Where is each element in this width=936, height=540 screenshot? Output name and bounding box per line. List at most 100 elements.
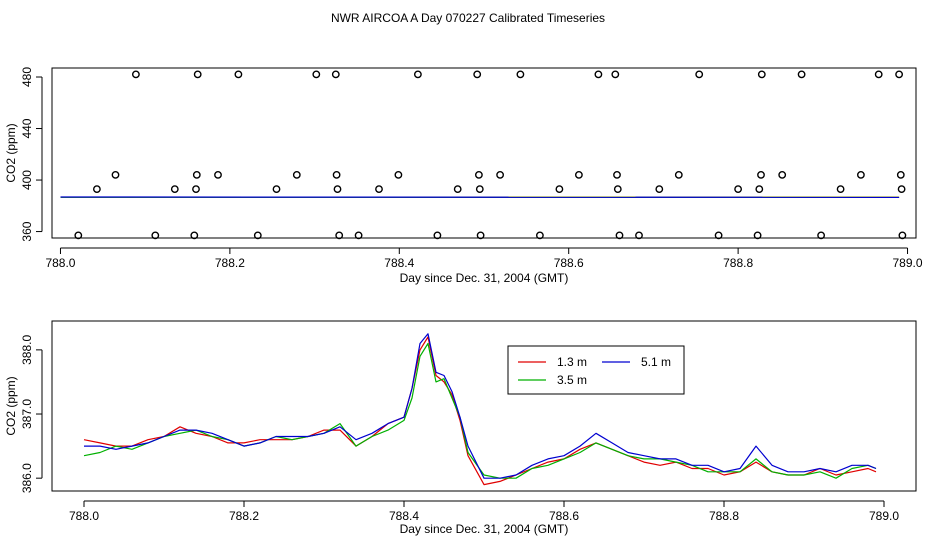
scatter-point (836, 185, 845, 194)
scatter-point (778, 170, 787, 179)
scatter-point (333, 185, 342, 194)
top-x-tick-label: 788.8 (723, 256, 753, 270)
legend-box (507, 345, 685, 395)
top-x-axis: 788.0 788.2 788.4 788.6 788.8 789.0 (45, 247, 923, 270)
scatter-point (474, 170, 483, 179)
legend: 1.3 m 3.5 m 5.1 m (507, 345, 685, 395)
scatter-point (476, 231, 485, 240)
top-y-tick-label: 360 (20, 221, 34, 241)
scatter-point (192, 185, 200, 194)
scatter-point (555, 185, 564, 194)
scatter-point (714, 231, 723, 240)
top-y-label: CO2 (ppm) (4, 123, 18, 182)
scatter-point (375, 185, 383, 194)
top-x-label: Day since Dec. 31, 2004 (GMT) (400, 271, 569, 285)
scatter-point (453, 185, 462, 194)
bottom-x-tick-label: 788.8 (709, 509, 739, 523)
bottom-x-axis: 788.0 788.2 788.4 788.6 788.8 789.0 (69, 500, 899, 523)
legend-label-3-5m: 3.5 m (557, 373, 587, 387)
scatter-point (111, 170, 120, 179)
scatter-point (613, 185, 622, 194)
scatter-point (192, 170, 201, 179)
legend-label-1-3m: 1.3 m (557, 355, 587, 369)
top-x-tick-label: 788.4 (384, 256, 414, 270)
scatter-point (757, 170, 765, 179)
top-x-tick-label: 788.2 (215, 256, 245, 270)
scatter-point (674, 170, 683, 179)
bottom-x-tick-label: 788.6 (549, 509, 579, 523)
scatter-point (354, 231, 363, 240)
scatter-point (234, 70, 243, 79)
scatter-point (312, 70, 321, 79)
scatter-point (611, 70, 620, 79)
scatter-point (896, 170, 905, 179)
scatter-point (335, 231, 344, 240)
scatter-point (214, 170, 222, 179)
scatter-point (575, 170, 583, 179)
bottom-series-1-3-m (83, 336, 877, 486)
scatter-point (93, 185, 101, 194)
scatter-point (615, 231, 624, 240)
scatter-point (170, 185, 179, 194)
top-y-tick-label: 440 (20, 118, 34, 138)
top-y-tick-label: 400 (20, 170, 34, 190)
scatter-point (797, 70, 806, 79)
top-x-tick-label: 789.0 (893, 256, 923, 270)
scatter-point (433, 231, 442, 240)
scatter-point (695, 70, 704, 79)
scatter-point (193, 70, 202, 79)
scatter-point (635, 231, 643, 240)
scatter-point (394, 170, 403, 179)
bottom-panel: 788.0 788.2 788.4 788.6 788.8 789.0 386.0 387.… (4, 320, 917, 536)
scatter-point (475, 185, 484, 194)
top-panel: 788.0 788.2 788.4 788.6 788.8 789.0 360 400 440… (4, 67, 923, 285)
scatter-point (131, 70, 140, 79)
scatter-point (817, 231, 825, 240)
scatter-point (74, 231, 83, 240)
scatter-point (331, 70, 340, 79)
top-x-tick-label: 788.6 (554, 256, 584, 270)
top-scatter-points (74, 70, 907, 240)
bottom-x-tick-label: 789.0 (869, 509, 899, 523)
top-plot-frame (51, 67, 917, 239)
scatter-point (655, 185, 664, 194)
scatter-point (897, 185, 906, 194)
scatter-point (734, 185, 742, 194)
scatter-point (151, 231, 160, 240)
bottom-series-lines (83, 333, 877, 486)
bottom-x-tick-label: 788.4 (389, 509, 419, 523)
scatter-point (473, 70, 482, 79)
bottom-y-label: CO2 (ppm) (4, 376, 18, 435)
scatter-point (190, 231, 199, 240)
bottom-series-5-1-m (84, 333, 877, 479)
bottom-plot-frame (51, 320, 917, 492)
scatter-point (755, 185, 764, 194)
bottom-x-label: Day since Dec. 31, 2004 (GMT) (400, 522, 569, 536)
top-y-axis: 360 400 440 480 (20, 67, 43, 242)
top-y-tick-label: 480 (20, 67, 34, 87)
bottom-y-tick-label: 386.0 (20, 463, 34, 493)
bottom-x-tick-label: 788.0 (69, 509, 99, 523)
scatter-point (594, 70, 603, 79)
scatter-point (874, 70, 883, 79)
scatter-point (757, 70, 766, 79)
legend-label-5-1m: 5.1 m (641, 355, 671, 369)
scatter-point (516, 70, 525, 79)
bottom-y-axis: 386.0 387.0 388.0 (20, 335, 43, 493)
scatter-point (753, 231, 762, 240)
scatter-point (253, 231, 262, 240)
scatter-point (292, 170, 301, 179)
bottom-y-tick-label: 388.0 (20, 335, 34, 365)
scatter-point (898, 231, 907, 240)
scatter-point (413, 70, 422, 79)
scatter-point (895, 70, 903, 79)
page-title: NWR AIRCOA A Day 070227 Calibrated Times… (331, 11, 605, 25)
bottom-y-tick-label: 387.0 (20, 399, 34, 429)
bottom-x-tick-label: 788.2 (229, 509, 259, 523)
bottom-series-3-5-m (83, 342, 877, 479)
scatter-point (536, 231, 544, 240)
scatter-point (272, 185, 281, 194)
scatter-point (857, 170, 865, 179)
top-x-tick-label: 788.0 (45, 256, 75, 270)
